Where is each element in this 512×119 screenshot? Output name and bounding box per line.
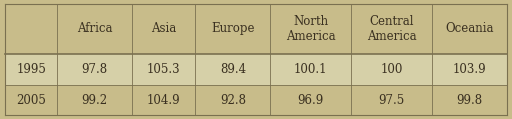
Bar xyxy=(196,54,270,85)
Text: 104.9: 104.9 xyxy=(147,94,181,107)
Text: 2005: 2005 xyxy=(16,94,46,107)
Text: Oceania: Oceania xyxy=(445,22,494,35)
Bar xyxy=(351,4,432,54)
Bar xyxy=(270,85,351,115)
Text: 99.2: 99.2 xyxy=(81,94,108,107)
Text: 89.4: 89.4 xyxy=(220,63,246,76)
Text: Asia: Asia xyxy=(151,22,176,35)
Text: 96.9: 96.9 xyxy=(297,94,324,107)
Bar xyxy=(5,4,57,54)
Bar xyxy=(432,85,507,115)
Bar xyxy=(132,54,196,85)
Bar xyxy=(57,4,132,54)
Text: 100.1: 100.1 xyxy=(294,63,328,76)
Text: 100: 100 xyxy=(380,63,403,76)
Bar xyxy=(5,54,57,85)
Text: 1995: 1995 xyxy=(16,63,46,76)
Bar xyxy=(351,54,432,85)
Bar xyxy=(196,4,270,54)
Bar xyxy=(270,54,351,85)
Bar xyxy=(351,85,432,115)
Text: 99.8: 99.8 xyxy=(456,94,482,107)
Text: 97.5: 97.5 xyxy=(378,94,404,107)
Text: Europe: Europe xyxy=(211,22,254,35)
Bar xyxy=(5,85,57,115)
Text: 97.8: 97.8 xyxy=(81,63,108,76)
Text: 105.3: 105.3 xyxy=(147,63,181,76)
Bar xyxy=(132,85,196,115)
Text: Africa: Africa xyxy=(77,22,112,35)
Bar xyxy=(132,4,196,54)
Text: Central
America: Central America xyxy=(367,15,416,43)
Bar xyxy=(196,85,270,115)
Bar xyxy=(432,54,507,85)
Text: North
America: North America xyxy=(286,15,335,43)
Bar xyxy=(432,4,507,54)
Text: 92.8: 92.8 xyxy=(220,94,246,107)
Bar xyxy=(57,85,132,115)
Bar xyxy=(270,4,351,54)
Bar xyxy=(57,54,132,85)
Text: 103.9: 103.9 xyxy=(453,63,486,76)
